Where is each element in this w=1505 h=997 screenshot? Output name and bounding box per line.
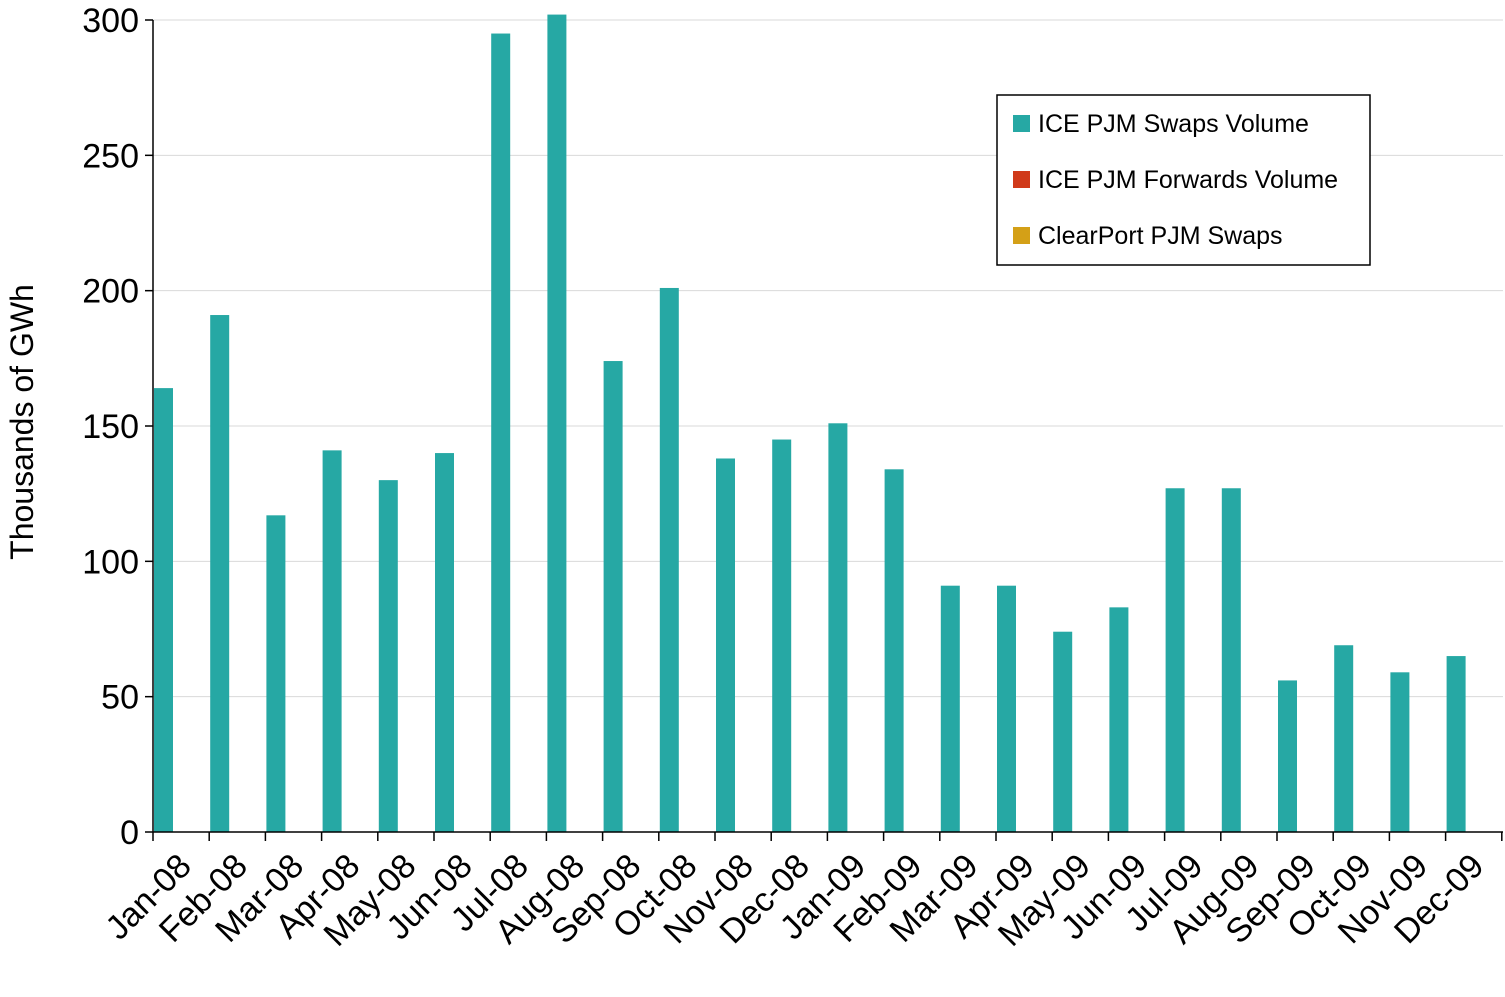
y-tick-label: 150	[82, 408, 139, 446]
bar-sep-08	[603, 361, 623, 832]
bars	[154, 14, 1466, 833]
bar-jun-09	[1109, 607, 1129, 832]
bar-nov-09	[1390, 672, 1410, 832]
y-tick-label: 100	[82, 543, 139, 581]
bar-dec-09	[1446, 656, 1466, 832]
y-tick-label: 200	[82, 273, 139, 311]
bar-jun-08	[435, 453, 454, 832]
bar-may-09	[1053, 631, 1073, 832]
bar-feb-09	[884, 469, 904, 832]
y-tick-labels: 0 50 100 150 200 250 300	[82, 2, 139, 852]
bar-nov-08	[716, 458, 735, 832]
bar-aug-09	[1221, 488, 1241, 832]
legend-label: ICE PJM Swaps Volume	[1038, 110, 1309, 138]
bar-dec-08	[772, 439, 792, 832]
bar-oct-08	[659, 287, 679, 833]
bar-may-08	[378, 480, 398, 832]
bar-mar-08	[266, 515, 286, 832]
legend-box	[996, 94, 1371, 266]
y-tick-label: 300	[82, 2, 139, 40]
legend-label: ClearPort PJM Swaps	[1038, 222, 1283, 250]
bar-jul-08	[491, 33, 511, 833]
axes	[145, 19, 1503, 841]
legend: ICE PJM Swaps Volume ICE PJM Forwards Vol…	[996, 94, 1371, 266]
bar-oct-09	[1334, 645, 1354, 832]
legend-swatch	[1013, 171, 1030, 188]
bar-jul-09	[1165, 488, 1185, 832]
bar-aug-08	[547, 14, 567, 832]
bar-apr-09	[997, 585, 1016, 832]
legend-swatch	[1013, 115, 1030, 132]
bar-feb-08	[210, 315, 230, 832]
x-tick-labels: Jan-08Feb-08Mar-08Apr-08May-08Jun-08Jul-…	[98, 847, 1491, 954]
y-tick-label: 250	[82, 137, 139, 175]
y-axis-title: Thousands of GWh	[4, 284, 40, 560]
legend-swatch	[1013, 227, 1030, 244]
bar-apr-08	[322, 450, 342, 832]
legend-label: ICE PJM Forwards Volume	[1038, 166, 1338, 194]
bar-sep-09	[1278, 680, 1297, 832]
bar-jan-09	[828, 423, 848, 832]
bar-mar-09	[940, 585, 960, 832]
bar-jan-08	[154, 388, 173, 832]
y-tick-label: 0	[120, 814, 139, 852]
y-tick-label: 50	[101, 679, 139, 717]
